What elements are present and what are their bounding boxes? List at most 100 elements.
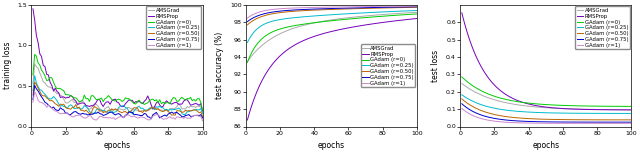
RMSProp — [399, 19, 407, 21]
GAdam (r=0.50) — [628, 119, 636, 121]
GAdam (r=1) — [497, 121, 505, 123]
AMSGrad — [63, 102, 71, 104]
AMSGrad — [132, 109, 140, 111]
GAdam (r=1) — [614, 122, 621, 124]
RMSProp — [276, 55, 284, 57]
Line: GAdam (r=0.75): GAdam (r=0.75) — [462, 104, 632, 122]
GAdam (r=1) — [331, 6, 339, 8]
RMSProp — [283, 49, 291, 51]
GAdam (r=0) — [614, 105, 621, 107]
AMSGrad — [331, 19, 339, 20]
GAdam (r=0.50) — [244, 24, 252, 26]
GAdam (r=1) — [458, 108, 466, 109]
GAdam (r=0.75) — [188, 116, 196, 117]
GAdam (r=0.25) — [199, 112, 207, 114]
GAdam (r=0.75) — [283, 10, 291, 11]
GAdam (r=0.25) — [404, 10, 412, 12]
GAdam (r=0.50) — [118, 112, 126, 114]
AMSGrad — [559, 108, 567, 110]
RMSProp — [497, 90, 505, 92]
GAdam (r=0.75) — [545, 121, 553, 123]
GAdam (r=0.25) — [399, 10, 407, 12]
RMSProp — [559, 108, 567, 109]
RMSProp — [29, 8, 37, 10]
GAdam (r=0.75) — [276, 10, 284, 12]
GAdam (r=0.25) — [29, 90, 37, 92]
GAdam (r=0.75) — [70, 111, 78, 113]
RMSProp — [628, 109, 636, 111]
GAdam (r=0.75) — [147, 118, 155, 120]
GAdam (r=1) — [187, 118, 195, 119]
GAdam (r=0.50) — [545, 118, 553, 120]
Line: RMSProp: RMSProp — [33, 9, 203, 111]
GAdam (r=0.75) — [31, 84, 38, 86]
Line: GAdam (r=0.50): GAdam (r=0.50) — [248, 7, 417, 25]
GAdam (r=0.75) — [619, 121, 627, 123]
GAdam (r=0.25) — [283, 18, 291, 19]
AMSGrad — [192, 106, 200, 108]
Line: GAdam (r=0.25): GAdam (r=0.25) — [462, 95, 632, 113]
AMSGrad — [344, 17, 352, 19]
GAdam (r=1) — [619, 122, 627, 124]
GAdam (r=0.25) — [193, 109, 201, 111]
Line: GAdam (r=0.75): GAdam (r=0.75) — [248, 7, 417, 22]
X-axis label: epochs: epochs — [532, 141, 559, 150]
GAdam (r=1) — [404, 5, 412, 7]
GAdam (r=0.25) — [70, 108, 78, 110]
Line: GAdam (r=1): GAdam (r=1) — [33, 92, 203, 121]
GAdam (r=0) — [31, 54, 38, 55]
RMSProp — [545, 106, 553, 108]
GAdam (r=0.75) — [244, 21, 252, 22]
GAdam (r=0.75) — [628, 121, 636, 123]
GAdam (r=0.75) — [63, 112, 71, 114]
GAdam (r=0.50) — [619, 119, 627, 121]
GAdam (r=0) — [70, 97, 78, 99]
GAdam (r=1) — [490, 120, 498, 122]
GAdam (r=1) — [559, 122, 567, 124]
GAdam (r=0.75) — [404, 6, 412, 8]
RMSProp — [331, 30, 339, 32]
RMSProp — [130, 102, 138, 104]
GAdam (r=1) — [199, 120, 207, 122]
AMSGrad — [199, 113, 207, 115]
GAdam (r=0.25) — [188, 110, 196, 112]
GAdam (r=0) — [276, 28, 284, 30]
RMSProp — [614, 109, 621, 111]
GAdam (r=0.25) — [458, 94, 466, 96]
GAdam (r=1) — [31, 91, 38, 93]
GAdam (r=0.50) — [399, 7, 407, 8]
GAdam (r=0.50) — [344, 8, 352, 10]
GAdam (r=1) — [344, 6, 352, 8]
GAdam (r=0.25) — [31, 75, 38, 76]
RMSProp — [61, 97, 69, 99]
GAdam (r=0) — [132, 103, 140, 105]
AMSGrad — [404, 12, 412, 14]
GAdam (r=0.50) — [29, 94, 37, 96]
GAdam (r=0.50) — [497, 115, 505, 117]
GAdam (r=1) — [70, 116, 78, 118]
RMSProp — [116, 105, 124, 107]
Line: AMSGrad: AMSGrad — [248, 12, 417, 62]
GAdam (r=0.25) — [413, 10, 421, 11]
GAdam (r=0) — [545, 104, 553, 106]
Line: GAdam (r=0): GAdam (r=0) — [248, 14, 417, 62]
Line: GAdam (r=0): GAdam (r=0) — [462, 77, 632, 106]
AMSGrad — [413, 11, 421, 13]
GAdam (r=1) — [628, 122, 636, 124]
RMSProp — [185, 101, 193, 103]
GAdam (r=0) — [199, 110, 207, 112]
X-axis label: epochs: epochs — [103, 141, 131, 150]
GAdam (r=0) — [497, 97, 505, 99]
GAdam (r=0.50) — [331, 8, 339, 10]
GAdam (r=0.75) — [193, 114, 201, 116]
GAdam (r=0.25) — [559, 112, 567, 114]
GAdam (r=1) — [399, 5, 407, 7]
GAdam (r=0.25) — [132, 108, 140, 110]
Line: GAdam (r=1): GAdam (r=1) — [462, 108, 632, 123]
Line: GAdam (r=0.25): GAdam (r=0.25) — [33, 76, 203, 115]
GAdam (r=0.25) — [614, 112, 621, 114]
GAdam (r=0) — [413, 13, 421, 15]
GAdam (r=0.50) — [276, 12, 284, 13]
GAdam (r=0.25) — [63, 107, 71, 109]
GAdam (r=0) — [628, 105, 636, 107]
